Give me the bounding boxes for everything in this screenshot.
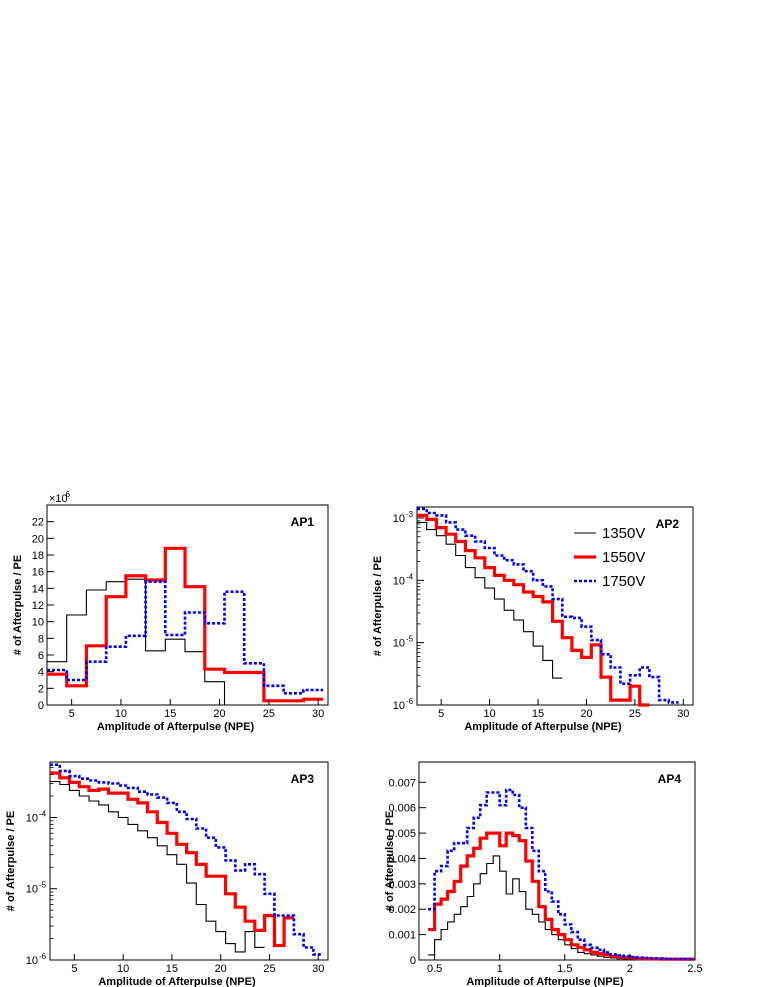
y-multiplier-exponent: -6 <box>63 490 71 499</box>
x-tick-label: 15 <box>532 708 544 720</box>
series-1350v-line <box>50 780 265 953</box>
y-tick-label: 12 <box>32 600 44 612</box>
series-1750v-line <box>47 580 324 695</box>
x-tick-label: 20 <box>580 708 592 720</box>
y-tick-label: 22 <box>32 517 44 529</box>
x-tick-label: 15 <box>166 963 178 975</box>
y-tick-label: 0 <box>410 955 416 967</box>
plot-frame <box>416 506 694 706</box>
panel-label: AP2 <box>656 517 680 531</box>
series-1350v-line <box>417 521 563 679</box>
x-tick-label: 1.5 <box>557 963 572 975</box>
y-axis-title: # of Afterpulse / PE <box>384 811 396 911</box>
y-tick-exponent: -5 <box>39 881 47 890</box>
x-axis-title: Amplitude of Afterpulse (NPE) <box>98 976 256 987</box>
x-tick-label: 25 <box>629 708 641 720</box>
y-tick-label: 0.005 <box>388 828 416 840</box>
y-tick-label: 16 <box>32 567 44 579</box>
y-tick-label: 0 <box>38 700 44 712</box>
y-tick-exponent: -5 <box>406 635 414 644</box>
y-multiplier-label: ×10 <box>49 493 68 505</box>
y-axis-title: # of Afterpulse / PE <box>12 555 24 655</box>
panel-label: AP4 <box>658 772 682 786</box>
plot-frame <box>49 761 329 961</box>
y-tick-exponent: -3 <box>406 510 414 519</box>
x-tick-label: 20 <box>213 708 225 720</box>
y-axis-title: # of Afterpulse / PE <box>372 556 384 656</box>
panel-ap1: 5 10 15 20 25 30 0 2 4 6 8 10 12 14 16 18 20 22 ×10-6 Ampli… <box>12 490 329 733</box>
y-tick-label: 14 <box>32 583 44 595</box>
x-tick-label: 2 <box>627 963 633 975</box>
series-1750v-line <box>428 788 695 961</box>
y-tick-exponent: -4 <box>406 572 414 581</box>
series-1550v-line <box>417 513 650 707</box>
legend-label-1550v: 1550V <box>602 549 645 566</box>
x-tick-label: 2.5 <box>687 963 702 975</box>
series-1550v-line <box>50 771 294 948</box>
series-1350v-line <box>47 578 245 706</box>
y-tick-label: 10 <box>26 812 38 824</box>
y-tick-label: 10 <box>393 513 405 525</box>
x-tick-label: 5 <box>438 708 444 720</box>
x-tick-label: 10 <box>484 708 496 720</box>
y-tick-label: 10 <box>393 575 405 587</box>
y-tick-label: 2 <box>38 683 44 695</box>
y-tick-label: 6 <box>38 650 44 662</box>
y-tick-label: 0.007 <box>388 777 416 789</box>
y-tick-label: 0.001 <box>388 930 416 942</box>
y-tick-label: 0.003 <box>388 879 416 891</box>
x-tick-label: 1 <box>497 963 503 975</box>
x-tick-label: 0.5 <box>427 963 442 975</box>
panel-label: AP1 <box>291 515 315 529</box>
x-tick-label: 30 <box>312 708 324 720</box>
y-tick-label: 18 <box>32 550 44 562</box>
y-tick-label: 4 <box>38 667 44 679</box>
plot-frame <box>46 504 329 706</box>
x-axis-title: Amplitude of Afterpulse (NPE) <box>97 721 255 733</box>
y-axis-title: # of Afterpulse / PE <box>5 811 17 911</box>
y-tick-exponent: -6 <box>406 697 414 706</box>
x-axis-title: Amplitude of Afterpulse (NPE) <box>466 976 624 987</box>
y-tick-label: 0.004 <box>388 853 416 865</box>
y-tick-label: 10 <box>32 617 44 629</box>
x-tick-label: 15 <box>164 708 176 720</box>
series-1350v-line <box>428 855 695 961</box>
x-tick-label: 5 <box>71 963 77 975</box>
x-tick-label: 10 <box>115 708 127 720</box>
y-tick-label: 10 <box>26 955 38 967</box>
y-tick-label: 10 <box>26 884 38 896</box>
x-tick-label: 20 <box>215 963 227 975</box>
legend-label-1350v: 1350V <box>602 525 645 542</box>
x-tick-label: 25 <box>263 963 275 975</box>
x-tick-label: 10 <box>117 963 129 975</box>
panel-label: AP3 <box>291 772 315 786</box>
series-1750v-line <box>417 507 679 704</box>
x-tick-label: 5 <box>69 708 75 720</box>
legend-label-1750v: 1750V <box>602 573 645 590</box>
plot-frame <box>418 761 696 961</box>
x-tick-label: 30 <box>312 963 324 975</box>
y-tick-label: 0.006 <box>388 803 416 815</box>
x-axis-title: Amplitude of Afterpulse (NPE) <box>464 721 622 733</box>
y-tick-label: 0.002 <box>388 904 416 916</box>
y-tick-label: 10 <box>393 700 405 712</box>
x-tick-label: 25 <box>263 708 275 720</box>
panel-ap4: 0.5 1 1.5 2 2.5 0 0.001 0.002 0.003 0.004 0.005 0.0… <box>384 761 703 987</box>
y-tick-exponent: -6 <box>39 952 47 961</box>
y-tick-label: 20 <box>32 533 44 545</box>
y-tick-label: 8 <box>38 633 44 645</box>
series-1550v-line <box>47 546 324 703</box>
y-tick-label: 10 <box>393 638 405 650</box>
y-tick-exponent: -4 <box>39 809 47 818</box>
x-tick-label: 30 <box>677 708 689 720</box>
series-1750v-line <box>50 763 324 956</box>
